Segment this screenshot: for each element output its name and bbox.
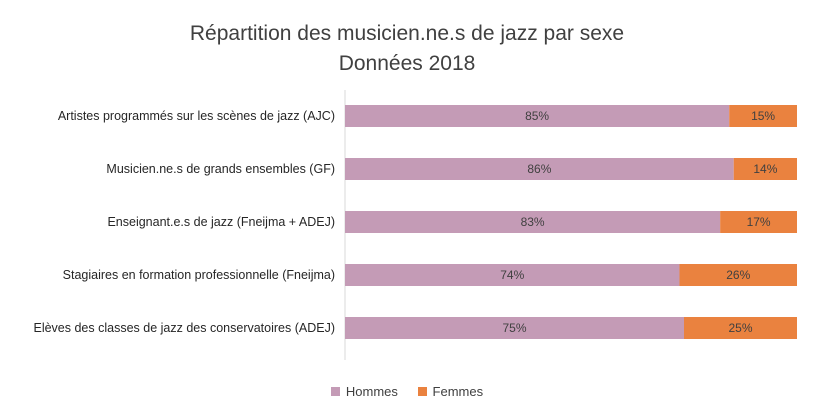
legend-swatch-femmes — [417, 387, 427, 396]
category-label: Artistes programmés sur les scènes de ja… — [58, 109, 335, 123]
category-label: Stagiaires en formation professionnelle … — [63, 268, 335, 282]
bar-segment-femmes — [684, 317, 797, 339]
data-label-femmes: 25% — [728, 321, 752, 335]
category-label: Enseignant.e.s de jazz (Fneijma + ADEJ) — [107, 215, 335, 229]
data-label-femmes: 14% — [753, 162, 777, 176]
bar-segment-femmes — [720, 211, 797, 233]
chart-title: Répartition des musicien.ne.s de jazz pa… — [189, 22, 625, 45]
data-label-hommes: 75% — [502, 321, 526, 335]
bar-segment-hommes — [345, 105, 730, 127]
bar-segment-hommes — [345, 211, 721, 233]
data-label-femmes: 17% — [747, 215, 771, 229]
bar-segment-hommes — [345, 264, 680, 286]
legend-item-femmes: Femmes — [417, 384, 484, 399]
bar-segment-hommes — [345, 317, 684, 339]
bar-segment-femmes — [679, 264, 797, 286]
data-label-hommes: 83% — [521, 215, 545, 229]
chart-subtitle: Données 2018 — [338, 52, 476, 75]
category-label: Elèves des classes de jazz des conservat… — [33, 321, 335, 335]
bar-segment-femmes — [733, 158, 797, 180]
legend-swatch-hommes — [330, 387, 340, 396]
legend-label-hommes: Hommes — [345, 384, 398, 399]
data-label-femmes: 26% — [726, 268, 750, 282]
data-label-hommes: 85% — [525, 109, 549, 123]
legend: Hommes Femmes — [0, 384, 814, 399]
data-label-femmes: 15% — [751, 109, 775, 123]
legend-item-hommes: Hommes — [330, 384, 398, 399]
data-label-hommes: 86% — [527, 162, 551, 176]
legend-label-femmes: Femmes — [432, 384, 484, 399]
bar-segment-hommes — [345, 158, 734, 180]
category-label: Musicien.ne.s de grands ensembles (GF) — [106, 162, 335, 176]
bar-segment-femmes — [729, 105, 797, 127]
data-label-hommes: 74% — [500, 268, 524, 282]
